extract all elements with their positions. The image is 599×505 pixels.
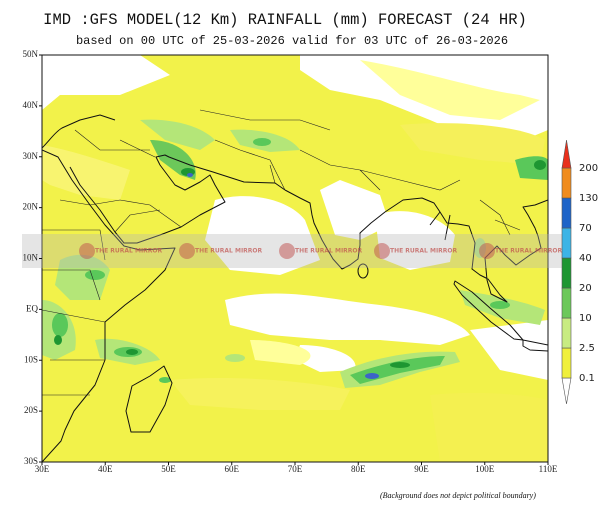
legend-level: 130 xyxy=(579,193,598,204)
lon-label: 50E xyxy=(161,464,176,474)
watermark-logo xyxy=(279,243,295,259)
title: IMD :GFS MODEL(12 Km) RAINFALL (mm) FORE… xyxy=(43,11,527,29)
color-legend: 0.1 2.5 10 20 40 70 130 200 xyxy=(561,139,598,405)
legend-swatch xyxy=(561,377,572,405)
legend-level: 0.1 xyxy=(579,373,595,384)
footer-note: (Background does not depict political bo… xyxy=(380,491,536,500)
lat-label: 30S xyxy=(24,456,38,466)
lat-label: 20N xyxy=(23,202,39,212)
legend-swatch xyxy=(561,139,572,169)
legend-level: 40 xyxy=(579,253,592,264)
legend-swatch xyxy=(561,167,572,199)
rain-field xyxy=(42,55,548,462)
watermark-text: THE RURAL MIRROR xyxy=(195,248,263,255)
legend-swatch xyxy=(561,287,572,319)
lon-label: 40E xyxy=(98,464,113,474)
lat-label: 10S xyxy=(24,354,38,364)
legend-level: 200 xyxy=(579,163,598,174)
watermark-text: THE RURAL MIRROR xyxy=(295,248,363,255)
watermark-text: THE RURAL MIRROR xyxy=(390,248,458,255)
lat-label: 30N xyxy=(23,151,39,161)
legend-swatch xyxy=(561,317,572,349)
legend-swatch xyxy=(561,347,572,379)
watermark-band: THE RURAL MIRROR THE RURAL MIRROR THE RURA… xyxy=(22,234,570,268)
watermark-logo xyxy=(479,243,495,259)
lon-label: 60E xyxy=(225,464,240,474)
lat-label: 40N xyxy=(23,100,39,110)
borders xyxy=(42,109,521,396)
legend-level: 10 xyxy=(579,313,592,324)
lon-label: 70E xyxy=(288,464,303,474)
map: THE RURAL MIRROR THE RURAL MIRROR THE RURA… xyxy=(22,54,570,463)
lon-label: 110E xyxy=(539,464,558,474)
legend-level: 2.5 xyxy=(579,343,595,354)
watermark-logo xyxy=(374,243,390,259)
lon-label: 100E xyxy=(475,464,495,474)
legend-level: 70 xyxy=(579,223,592,234)
subtitle: based on 00 UTC of 25-03-2026 valid for … xyxy=(76,34,508,48)
lat-label: 50N xyxy=(23,49,39,59)
legend-level: 20 xyxy=(579,283,592,294)
lon-label: 90E xyxy=(414,464,429,474)
lon-label: 30E xyxy=(35,464,50,474)
lat-label: 10N xyxy=(23,253,39,263)
legend-swatch xyxy=(561,257,572,289)
lat-label: 20S xyxy=(24,405,38,415)
watermark-logo xyxy=(179,243,195,259)
lon-label: 80E xyxy=(351,464,366,474)
watermark-text: THE RURAL MIRROR xyxy=(495,248,563,255)
watermark-text: THE RURAL MIRROR xyxy=(95,248,163,255)
watermark-logo xyxy=(79,243,95,259)
lat-label: EQ xyxy=(26,303,38,313)
legend-swatch xyxy=(561,197,572,229)
legend-swatch xyxy=(561,227,572,259)
